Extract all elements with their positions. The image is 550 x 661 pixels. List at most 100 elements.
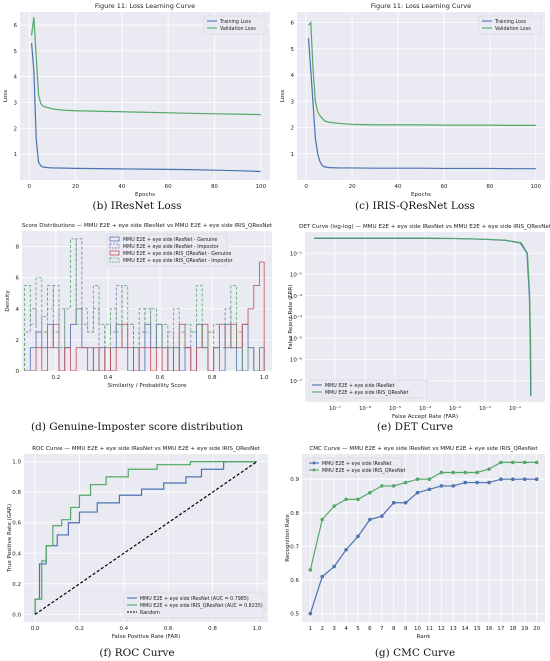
x-tick-label: 100 — [255, 184, 266, 190]
x-tick-label: 60 — [440, 184, 447, 190]
chart-roc-curve: 0.0 0.2 0.4 0.6 0.8 1.0 0.0 0.2 0.4 0.6 0.8 1.0 ROC … — [7, 446, 268, 640]
x-tick-label: 3 — [332, 626, 336, 632]
series-layer — [30, 17, 261, 173]
line-series-2 — [30, 17, 261, 116]
x-tick-label: 11 — [426, 626, 433, 632]
legend-label: MMU E2E + eye side IResNet - Genuine — [123, 237, 217, 243]
chart-title: Figure 11: Loss Learning Curve — [371, 2, 471, 10]
y-tick-label: 10⁻⁵ — [290, 335, 302, 342]
y-tick-label: 4 — [14, 75, 18, 81]
chart-loss-iresnet: 0 20 40 60 80 100 1 2 3 4 5 6 Figure 11: Loss Learni… — [3, 2, 270, 198]
x-tick-label: 0.2 — [75, 626, 84, 632]
x-tick-label: 100 — [531, 184, 542, 190]
legend-marker — [312, 461, 316, 465]
data-point — [332, 504, 336, 508]
legend-marker — [312, 468, 316, 472]
legend-label: MMU E2E + eye side IResNet — [325, 383, 395, 389]
x-tick-label: 40 — [395, 184, 402, 190]
legend-label: Validation Loss — [495, 26, 531, 32]
x-tick-label: 10⁻⁷ — [329, 405, 341, 412]
legend-swatch — [109, 236, 120, 242]
x-tick-label: 20 — [533, 626, 540, 632]
x-tick-label: 0.4 — [104, 375, 113, 381]
data-point — [368, 517, 372, 522]
y-tick-label: 0 — [16, 369, 20, 375]
legend: MMU E2E + eye side IResNet - Genuine MMU … — [106, 233, 233, 267]
x-tick-label: 13 — [450, 626, 457, 632]
data-point — [415, 490, 420, 495]
caption-e: (e) DET Curve — [377, 421, 453, 433]
y-axis-label: Loss — [3, 90, 9, 102]
legend-label: MMU E2E + eye side IRIS_QResNet — [322, 468, 406, 474]
y-tick-label: 6 — [291, 21, 295, 27]
line-series-1 — [307, 38, 536, 170]
legend-label: Validation Loss — [220, 26, 256, 32]
data-point — [391, 500, 396, 505]
x-axis-label: Similarity / Probability Score — [108, 383, 187, 389]
y-tick-label: 0.8 — [290, 511, 299, 517]
x-axis-label: Epochs — [411, 192, 431, 198]
y-tick-label: 1.0 — [12, 460, 21, 466]
x-tick-label: 15 — [474, 626, 481, 632]
data-point — [534, 477, 539, 482]
plot-area — [302, 454, 545, 622]
data-point — [356, 534, 360, 539]
y-tick-label: 8 — [16, 245, 20, 251]
y-axis-label: Recognition Rate — [285, 514, 291, 562]
chart-title: ROC Curve — MMU E2E + eye side IResNet v… — [32, 446, 261, 452]
line-series-2 — [308, 20, 536, 127]
x-tick-label: 9 — [404, 626, 408, 632]
data-point — [487, 480, 491, 485]
y-tick-label: 0.6 — [290, 578, 299, 584]
x-tick-label: 0.8 — [208, 626, 217, 632]
data-point — [511, 460, 515, 465]
y-axis-label: Loss — [280, 90, 286, 102]
x-axis-label: Epochs — [135, 192, 155, 198]
caption-d: (d) Genuine-Imposter score distribution — [31, 421, 243, 433]
data-point — [475, 470, 479, 475]
legend-label: MMU E2E + eye side IResNet (AUC = 0.7985… — [140, 596, 249, 602]
x-tick-label: 16 — [486, 626, 493, 632]
chart-title: Figure 11: Loss Learning Curve — [95, 2, 195, 10]
data-point — [522, 477, 527, 482]
legend-box — [305, 457, 403, 477]
x-tick-label: 10⁻⁴ — [419, 405, 432, 412]
y-axis-label: True Positive Rate (GAR) — [7, 504, 13, 573]
chart-loss-qresnet: 0 20 40 60 80 100 1 2 3 4 5 6 Figure 11: Loss Learni… — [280, 2, 545, 198]
data-point — [451, 484, 456, 488]
x-tick-label: 0 — [304, 184, 308, 190]
plot-area — [20, 12, 270, 180]
x-tick-label: 20 — [72, 184, 79, 190]
y-tick-label: 10⁻¹ — [290, 250, 302, 257]
series-layer — [308, 460, 539, 616]
x-tick-label: 12 — [438, 626, 445, 632]
data-point — [463, 480, 467, 485]
legend-swatch — [109, 243, 120, 249]
x-tick-label: 8 — [392, 626, 396, 632]
legend: MMU E2E + eye side IResNet (AUC = 0.7985… — [123, 592, 265, 619]
data-point — [344, 547, 348, 552]
data-point — [463, 470, 467, 475]
legend-label: MMU E2E + eye side IRIS_QResNet - Genuin… — [123, 251, 231, 257]
x-tick-label: 5 — [356, 626, 360, 632]
y-tick-label: 0.0 — [12, 612, 21, 618]
chart-title: CMC Curve — MMU E2E + eye side IResNet v… — [309, 446, 538, 452]
line-series-1 — [309, 478, 537, 614]
histogram-series-2 — [24, 238, 265, 371]
line-series-2 — [314, 237, 532, 396]
data-point — [475, 480, 479, 485]
y-tick-label: 3 — [14, 100, 18, 106]
data-point — [499, 460, 503, 465]
data-point — [380, 484, 384, 488]
y-tick-label: 10⁻⁴ — [290, 314, 303, 321]
legend-label: MMU E2E + eye side IRIS_QResNet (AUC = 0… — [140, 603, 263, 609]
legend-label: Training Loss — [494, 19, 526, 25]
x-tick-label: 0.0 — [31, 626, 40, 632]
data-point — [368, 490, 372, 495]
data-point — [391, 484, 396, 488]
y-tick-label: 2 — [16, 338, 20, 344]
y-tick-label: 4 — [16, 307, 20, 313]
x-tick-label: 60 — [165, 184, 172, 190]
y-tick-label: 0.2 — [12, 582, 21, 588]
